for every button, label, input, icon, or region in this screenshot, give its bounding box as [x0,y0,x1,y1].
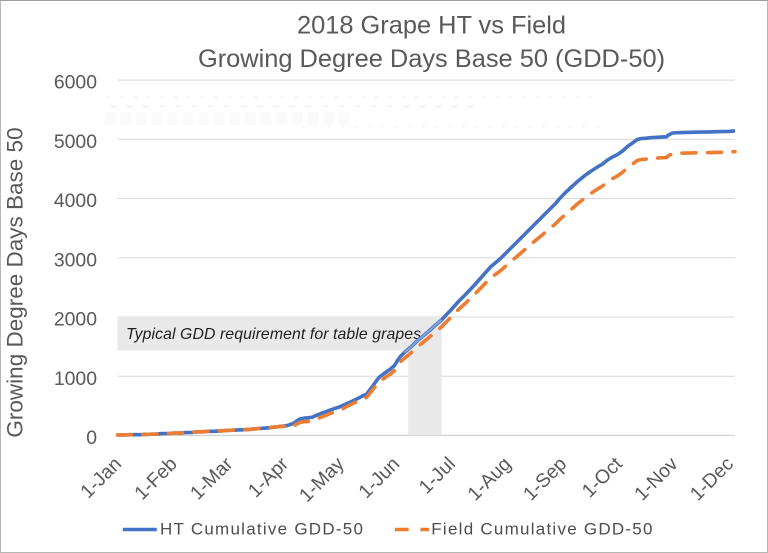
svg-text:1-Oct: 1-Oct [578,453,628,503]
svg-text:2018 Grape HT vs Field: 2018 Grape HT vs Field [297,12,566,40]
svg-text:1-Jun: 1-Jun [354,453,404,503]
svg-text:1-Sep: 1-Sep [519,453,571,505]
svg-text:1-Jul: 1-Jul [415,453,460,498]
svg-text:1-Apr: 1-Apr [244,453,293,502]
svg-text:HT Cumulative GDD-50: HT Cumulative GDD-50 [160,519,364,538]
svg-text:5000: 5000 [54,131,97,153]
svg-text:6000: 6000 [54,72,97,94]
svg-text:1-Mar: 1-Mar [186,453,238,505]
svg-text:2000: 2000 [54,309,97,331]
svg-text:1-Jan: 1-Jan [76,453,126,503]
svg-text:1-Dec: 1-Dec [686,453,738,505]
svg-text:Growing Degree Days Base 50 (G: Growing Degree Days Base 50 (GDD-50) [198,45,665,73]
svg-text:Field Cumulative GDD-50: Field Cumulative GDD-50 [431,519,653,538]
svg-text:4000: 4000 [54,190,97,212]
svg-text:1-Feb: 1-Feb [130,453,181,504]
svg-text:1-May: 1-May [295,453,349,507]
svg-text:1000: 1000 [54,368,97,390]
svg-text:Typical GDD requirement for ta: Typical GDD requirement for table grapes [126,326,421,343]
svg-text:Growing Degree Days Base 50: Growing Degree Days Base 50 [3,127,28,437]
svg-text:0: 0 [86,427,97,449]
svg-text:3000: 3000 [54,249,97,271]
svg-text:1-Aug: 1-Aug [463,453,515,505]
svg-text:1-Nov: 1-Nov [630,453,682,505]
